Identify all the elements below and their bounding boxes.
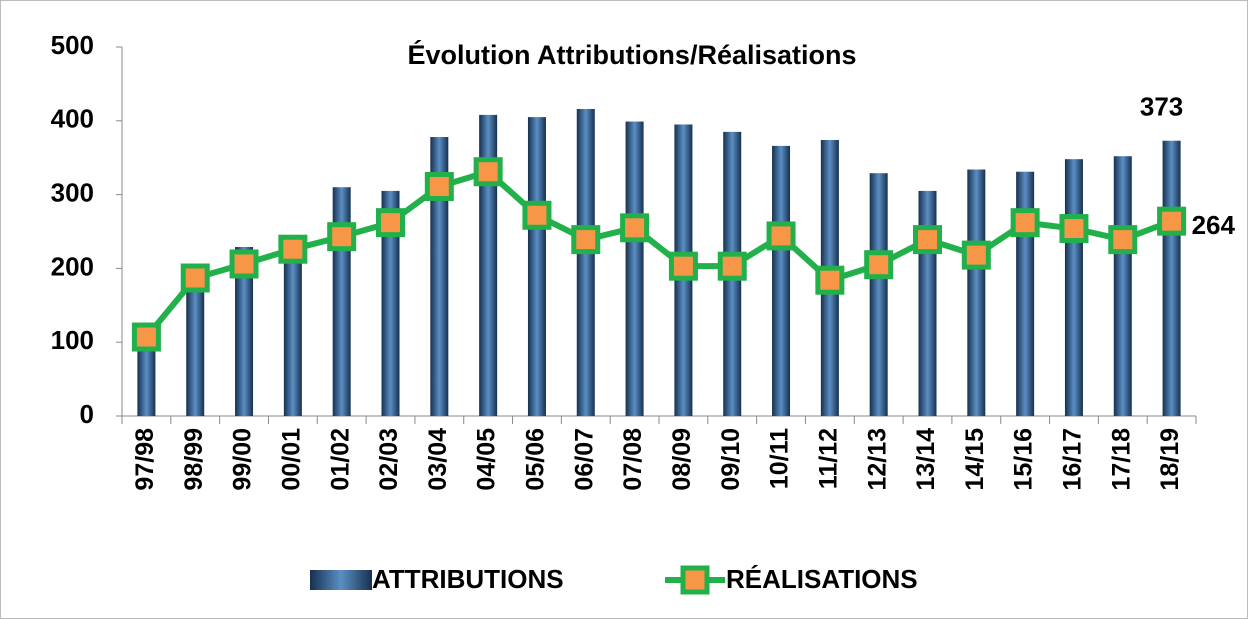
x-tick-label: 98/99 <box>180 428 208 491</box>
marker <box>864 250 894 280</box>
marker <box>1108 225 1138 255</box>
marker <box>473 157 503 187</box>
bar <box>625 121 644 417</box>
x-tick-label: 14/15 <box>961 428 989 491</box>
marker <box>376 208 405 238</box>
x-tick-label: 03/04 <box>424 428 452 491</box>
legend-label: ATTRIBUTIONS <box>372 564 564 594</box>
bar <box>869 173 888 416</box>
marker <box>131 322 161 352</box>
bar <box>186 275 205 416</box>
bar <box>235 246 254 416</box>
x-tick-label: 02/03 <box>375 428 403 491</box>
line <box>144 168 1173 339</box>
marker <box>424 171 454 201</box>
bar <box>918 190 937 416</box>
marker <box>913 225 942 255</box>
marker <box>522 200 552 230</box>
x-tick-label: 01/02 <box>326 428 354 491</box>
x-tick-label: 07/08 <box>619 428 647 491</box>
x-tick-label: 09/10 <box>717 428 745 491</box>
x-tick-label: 12/13 <box>863 428 891 491</box>
x-tick-label: 00/01 <box>277 428 305 491</box>
y-tick-label: 100 <box>51 325 94 355</box>
bar <box>332 187 351 416</box>
x-tick-label: 99/00 <box>229 428 257 491</box>
x-tick-label: 04/05 <box>473 428 501 491</box>
bar <box>430 137 449 416</box>
marker <box>571 225 601 255</box>
legend-swatch <box>310 570 372 590</box>
marker <box>180 263 210 293</box>
marker <box>1010 208 1040 238</box>
bar <box>137 334 156 416</box>
x-tick-label: 16/17 <box>1059 428 1087 491</box>
x-tick-label: 06/07 <box>570 428 598 491</box>
x-tick-label: 18/19 <box>1156 428 1184 491</box>
marker <box>766 221 796 251</box>
x-tick-label: 97/98 <box>131 428 159 491</box>
chart-title: Évolution Attributions/Réalisations <box>407 39 856 70</box>
x-tick-label: 08/09 <box>668 428 696 491</box>
bar <box>283 249 302 416</box>
marker <box>327 222 357 252</box>
marker <box>278 234 308 264</box>
y-tick-label: 400 <box>51 104 94 134</box>
bar <box>772 145 791 416</box>
bar <box>967 169 986 416</box>
marker <box>668 251 698 281</box>
x-tick-label: 13/14 <box>912 428 940 491</box>
bar <box>1162 140 1181 416</box>
marker <box>620 213 650 243</box>
marker <box>961 240 991 270</box>
marker <box>1059 214 1089 244</box>
x-tick-label: 11/12 <box>814 428 842 489</box>
data-label: 264 <box>1192 210 1236 240</box>
marker <box>229 249 259 279</box>
x-tick-label: 17/18 <box>1107 428 1135 491</box>
marker <box>717 251 747 281</box>
bar <box>381 190 400 416</box>
bar <box>576 108 595 416</box>
marker <box>815 265 845 295</box>
y-tick-label: 200 <box>51 251 94 281</box>
bar <box>1064 159 1083 416</box>
y-tick-label: 500 <box>51 30 94 60</box>
x-tick-label: 10/11 <box>766 428 794 489</box>
marker <box>1157 206 1187 236</box>
bar <box>527 117 546 417</box>
legend-label: RÉALISATIONS <box>726 564 918 594</box>
y-tick-label: 300 <box>51 177 94 207</box>
data-label: 373 <box>1140 92 1183 122</box>
legend-marker <box>680 565 710 595</box>
x-tick-label: 15/16 <box>1010 428 1038 491</box>
y-tick-label: 0 <box>80 399 94 429</box>
bar <box>479 114 498 417</box>
x-tick-label: 05/06 <box>522 428 550 491</box>
bar <box>1113 156 1132 416</box>
